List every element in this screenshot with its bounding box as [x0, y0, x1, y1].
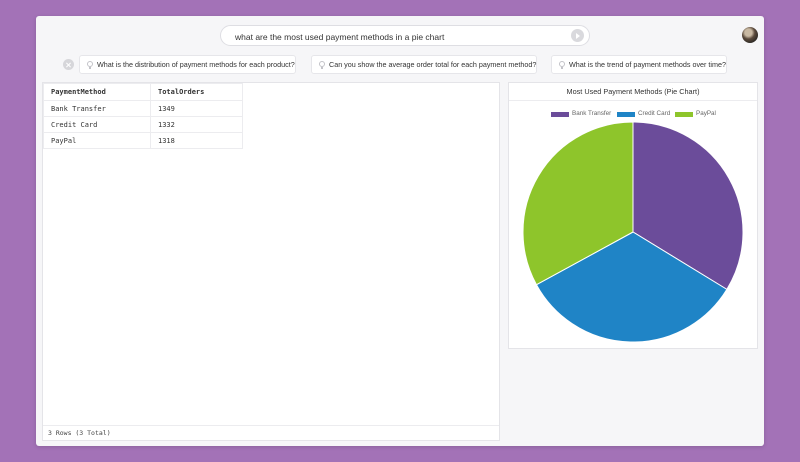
suggestion-text: What is the distribution of payment meth… [97, 60, 295, 69]
table-header-row: PaymentMethod TotalOrders [43, 83, 243, 101]
legend-swatch [675, 111, 693, 117]
send-icon[interactable] [571, 29, 584, 42]
legend-label: PayPal [696, 110, 716, 117]
legend-swatch [551, 111, 569, 117]
legend-label: Bank Transfer [572, 110, 612, 117]
table-cell: 1318 [150, 132, 243, 149]
chart-legend: Bank Transfer Credit Card PayPal [509, 110, 757, 120]
row-count-footer: 3 Rows (3 Total) [43, 425, 499, 440]
lightbulb-icon [559, 61, 565, 69]
table-cell: Credit Card [43, 116, 151, 133]
table-cell: 1332 [150, 116, 243, 133]
clear-suggestions-icon[interactable] [63, 59, 74, 70]
chart-title: Most Used Payment Methods (Pie Chart) [509, 83, 757, 101]
results-table: PaymentMethod TotalOrders Bank Transfer … [43, 83, 243, 149]
suggestion-text: What is the trend of payment methods ove… [569, 60, 727, 69]
column-header-payment-method[interactable]: PaymentMethod [43, 83, 151, 101]
avatar[interactable] [742, 27, 758, 43]
column-header-total-orders[interactable]: TotalOrders [150, 83, 243, 101]
results-table-panel: PaymentMethod TotalOrders Bank Transfer … [42, 82, 500, 441]
table-cell: 1349 [150, 100, 243, 117]
legend-swatch [617, 111, 635, 117]
lightbulb-icon [87, 61, 93, 69]
table-cell: PayPal [43, 132, 151, 149]
suggestion-chip-3[interactable]: What is the trend of payment methods ove… [551, 55, 728, 74]
app-window: What is the distribution of payment meth… [36, 16, 764, 446]
chart-panel: Most Used Payment Methods (Pie Chart) Ba… [508, 82, 758, 349]
suggestion-chip-2[interactable]: Can you show the average order total for… [311, 55, 538, 74]
search-input[interactable] [233, 26, 537, 47]
search-bar[interactable] [220, 25, 590, 47]
table-row[interactable]: Credit Card 1332 [43, 116, 243, 133]
lightbulb-icon [319, 61, 325, 69]
pie-slice-bank-transfer[interactable] [632, 121, 744, 291]
legend-label: Credit Card [638, 110, 671, 117]
table-cell: Bank Transfer [43, 100, 151, 117]
suggestion-chip-1[interactable]: What is the distribution of payment meth… [79, 55, 296, 74]
table-row[interactable]: Bank Transfer 1349 [43, 100, 243, 117]
suggestion-text: Can you show the average order total for… [329, 60, 537, 69]
table-row[interactable]: PayPal 1318 [43, 132, 243, 149]
pie-slice-paypal[interactable] [522, 121, 634, 286]
pie-slice-credit-card[interactable] [535, 231, 728, 343]
pie-chart [522, 121, 744, 343]
